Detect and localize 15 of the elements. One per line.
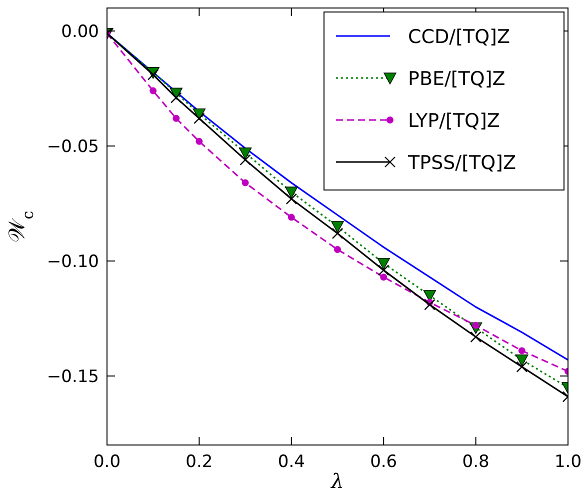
x-tick-label: 0.6 [370, 452, 398, 472]
y-tick-label: −0.05 [46, 137, 99, 157]
legend-label: PBE/[TQ]Z [408, 68, 506, 90]
x-tick-label: 0.2 [186, 452, 213, 472]
legend-label: CCD/[TQ]Z [408, 26, 510, 48]
legend-label: LYP/[TQ]Z [408, 110, 500, 132]
x-tick-label: 1.0 [554, 452, 582, 472]
y-tick-label: −0.15 [46, 367, 99, 387]
y-tick-label: −0.10 [46, 252, 99, 272]
legend-label: TPSS/[TQ]Z [407, 152, 516, 174]
x-tick-label: 0.4 [278, 452, 305, 472]
y-tick-label: 0.00 [61, 22, 99, 42]
x-tick-label: 0.8 [462, 452, 490, 472]
x-axis-title: λ [330, 469, 344, 493]
x-tick-label: 0.0 [93, 452, 121, 472]
